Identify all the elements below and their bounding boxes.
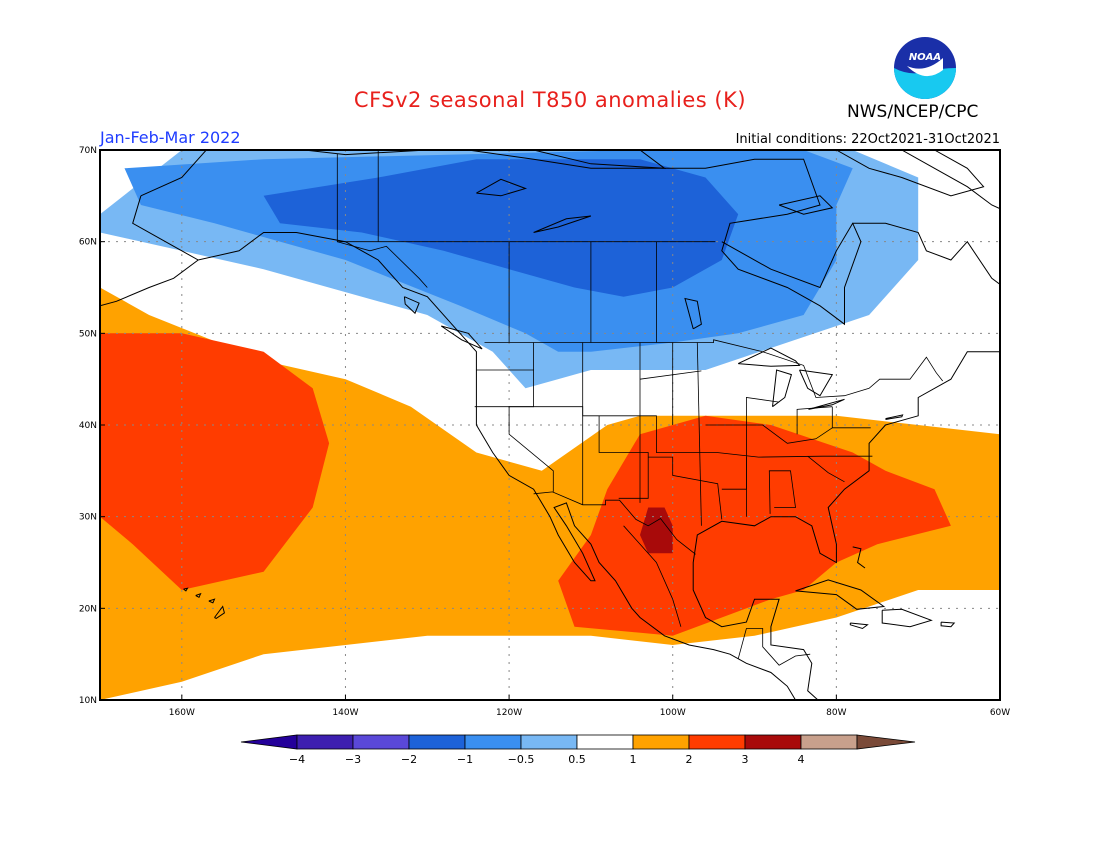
lon-tick-label: 160W [169, 708, 195, 718]
island-hawaii-maui [208, 598, 216, 604]
lat-tick-label: 70N [79, 146, 97, 156]
noaa-logo-icon: NOAA [894, 37, 956, 99]
lat-tick-label: 50N [79, 329, 97, 339]
island-queen-charlotte [403, 296, 420, 315]
colorbar-segment [632, 734, 690, 750]
border-us-states-k [768, 470, 796, 514]
colorbar-segment [352, 734, 410, 750]
colorbar-label: 2 [686, 753, 693, 766]
lake-great-bear-lake [476, 178, 528, 197]
colorbar-label: −0.5 [508, 753, 535, 766]
island-hawaii-big [214, 605, 225, 619]
border-us-states-c [696, 342, 702, 526]
lon-tick-label: 80W [826, 708, 846, 718]
lake-lake-michigan [772, 369, 793, 408]
island-jamaica [849, 622, 869, 630]
lat-tick-label: 40N [79, 421, 97, 431]
border-us-states-h [598, 415, 649, 499]
coastline-hudson-inner [721, 223, 854, 289]
colorbar-label: −3 [345, 753, 361, 766]
border-us-states-q [721, 457, 747, 490]
island-bahamas [852, 546, 866, 569]
coastline-north-america-west [140, 150, 1000, 700]
forecast-period: Jan-Feb-Mar 2022 [100, 128, 241, 147]
colorbar-label: 1 [630, 753, 637, 766]
lat-tick-label: 60N [79, 238, 97, 248]
island-long-island [885, 414, 904, 420]
lat-tick-label: 10N [79, 696, 97, 706]
anomaly-region-m2-2 [263, 159, 739, 297]
coastline-alaska-peninsula [100, 259, 199, 307]
lon-tick-label: 140W [332, 708, 358, 718]
colorbar-segment [296, 734, 354, 750]
latitude-tick-labels: 10N 20N 30N 40N 50N 60N 70N [79, 146, 105, 706]
colorbar-label: −2 [401, 753, 417, 766]
anomaly-region-p1-4 [100, 333, 330, 590]
island-southampton-island [778, 195, 834, 215]
colorbar-over-triangle [856, 734, 916, 750]
border-central-america [737, 628, 811, 666]
border-us-states-n [807, 455, 845, 483]
island-hawaii-kauai [183, 587, 189, 592]
border-us-canada [484, 339, 944, 398]
coastline-greenland [901, 150, 1000, 210]
political-borders [336, 150, 944, 666]
colorbar-label: −4 [289, 753, 305, 766]
border-us-states-g [639, 370, 702, 380]
border-us-states-l [796, 406, 833, 435]
island-newfoundland [1005, 319, 1060, 362]
island-puerto-rico [940, 621, 956, 628]
border-us-mexico [533, 491, 696, 555]
colorbar-label: 3 [742, 753, 749, 766]
island-greenland-south [1000, 150, 1100, 242]
island-hispaniola [881, 608, 933, 628]
lake-lake-erie [808, 398, 845, 410]
island-banks-island [468, 150, 469, 151]
island-vancouver-island [440, 325, 483, 350]
border-mexico-states [623, 525, 682, 627]
border-us-states-o [705, 424, 833, 444]
colorbar-segment [408, 734, 466, 750]
lat-tick-label: 30N [79, 513, 97, 523]
colorbar-segment [520, 734, 578, 750]
map-title: CFSv2 seasonal T850 anomalies (K) [353, 88, 747, 112]
border-us-states-d [508, 342, 554, 492]
lake-lake-winnipeg [684, 297, 702, 330]
colorbar-label: 4 [798, 753, 805, 766]
lat-tick-label: 20N [79, 604, 97, 614]
anomaly-region-p2-6 [640, 507, 673, 554]
island-hawaii-oahu [195, 592, 202, 598]
island-victoria-island [533, 150, 667, 169]
border-alaska-canada [336, 153, 428, 288]
colorbar-segment [688, 734, 746, 750]
island-cuba [795, 579, 886, 610]
lake-great-slave-lake [533, 215, 592, 233]
border-us-states-e [474, 406, 873, 458]
lon-tick-label: 60W [990, 708, 1010, 718]
lon-tick-label: 100W [660, 708, 686, 718]
border-us-states-i [648, 456, 723, 520]
noaa-logo-text: NOAA [909, 52, 941, 63]
lon-tick-label: 120W [496, 708, 522, 718]
colorbar-segment [576, 734, 634, 750]
initial-conditions: Initial conditions: 22Oct2021-31Oct2021 [735, 132, 1000, 147]
agency-label: NWS/NCEP/CPC [847, 102, 979, 122]
colorbar-segment [744, 734, 802, 750]
colorbar-segment [464, 734, 522, 750]
colorbar: −4 −3 −2 −1 −0.5 0.5 1 2 3 4 [240, 734, 916, 766]
lake-lake-huron [799, 369, 834, 397]
colorbar-label: −1 [457, 753, 473, 766]
coastline-baffin [836, 150, 985, 197]
colorbar-segment [800, 734, 858, 750]
colorbar-label: 0.5 [568, 753, 586, 766]
longitude-tick-labels: 160W 140W 120W 100W 80W 60W [169, 695, 1010, 718]
colorbar-under-triangle [240, 734, 298, 750]
